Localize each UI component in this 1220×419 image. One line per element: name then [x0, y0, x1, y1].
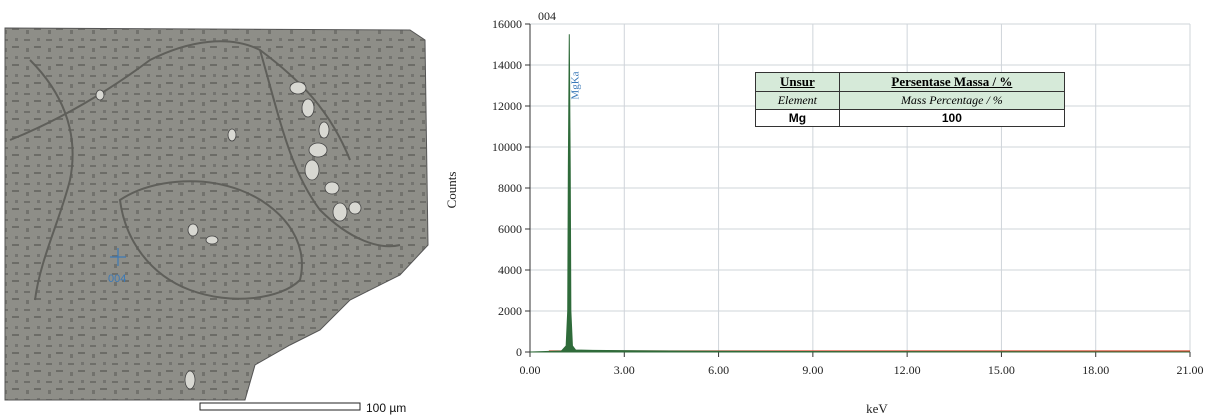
- x-axis-label: keV: [866, 401, 888, 416]
- table-row: Mg 100: [755, 109, 1066, 127]
- x-tick-label: 6.00: [708, 363, 729, 377]
- element-cell: Mg: [755, 109, 840, 127]
- peak-label: MgKa: [569, 71, 581, 99]
- y-tick-label: 0: [516, 345, 522, 359]
- sem-micrograph: 004 100 µm: [4, 27, 429, 415]
- y-tick-label: 14000: [492, 58, 522, 72]
- spectrum-title: 004: [538, 9, 556, 23]
- spectrum-series: [529, 34, 1191, 353]
- analysis-spot-marker: [110, 248, 126, 266]
- y-tick-label: 16000: [492, 17, 522, 31]
- x-tick-label: 15.00: [988, 363, 1015, 377]
- y-tick-label: 10000: [492, 140, 522, 154]
- percentage-cell: 100: [838, 109, 1066, 127]
- y-tick-label: 12000: [492, 99, 522, 113]
- x-tick-label: 0.00: [520, 363, 541, 377]
- y-axis-label: Counts: [444, 172, 459, 209]
- scale-bar: [199, 402, 361, 411]
- col1-subheader: Element: [755, 91, 840, 110]
- col2-subheader: Mass Percentage / %: [838, 91, 1066, 110]
- grain-boundaries: [9, 40, 401, 301]
- x-tick-label: 21.00: [1177, 363, 1204, 377]
- eds-spectrum-chart: MgKa 0.00 3.00 6.00 9.00 12.00 15.00 18.00 21.0…: [444, 9, 1204, 416]
- analysis-spot-label: 004: [108, 273, 126, 285]
- y-tick-label: 4000: [498, 263, 522, 277]
- x-tick-label: 12.00: [894, 363, 921, 377]
- y-tick-label: 6000: [498, 222, 522, 236]
- x-tick-label: 9.00: [802, 363, 823, 377]
- y-tick-label: 8000: [498, 181, 522, 195]
- x-tick-label: 18.00: [1082, 363, 1109, 377]
- y-tick-label: 2000: [498, 304, 522, 318]
- x-tick-label: 3.00: [614, 363, 635, 377]
- element-table: Unsur Persentase Massa / % Element Mass …: [755, 72, 1066, 127]
- table-header-main: Unsur Persentase Massa / %: [755, 72, 1066, 92]
- series: MgKa: [529, 34, 1191, 353]
- col1-header: Unsur: [755, 72, 840, 92]
- table-header-sub: Element Mass Percentage / %: [755, 91, 1066, 110]
- col2-header: Persentase Massa / %: [838, 72, 1066, 92]
- scale-bar-label: 100 µm: [366, 401, 406, 415]
- tick-labels: 0.00 3.00 6.00 9.00 12.00 15.00 18.00 21.00 0 200…: [492, 17, 1204, 377]
- sample-surface: [4, 27, 429, 401]
- particles: [95, 81, 362, 390]
